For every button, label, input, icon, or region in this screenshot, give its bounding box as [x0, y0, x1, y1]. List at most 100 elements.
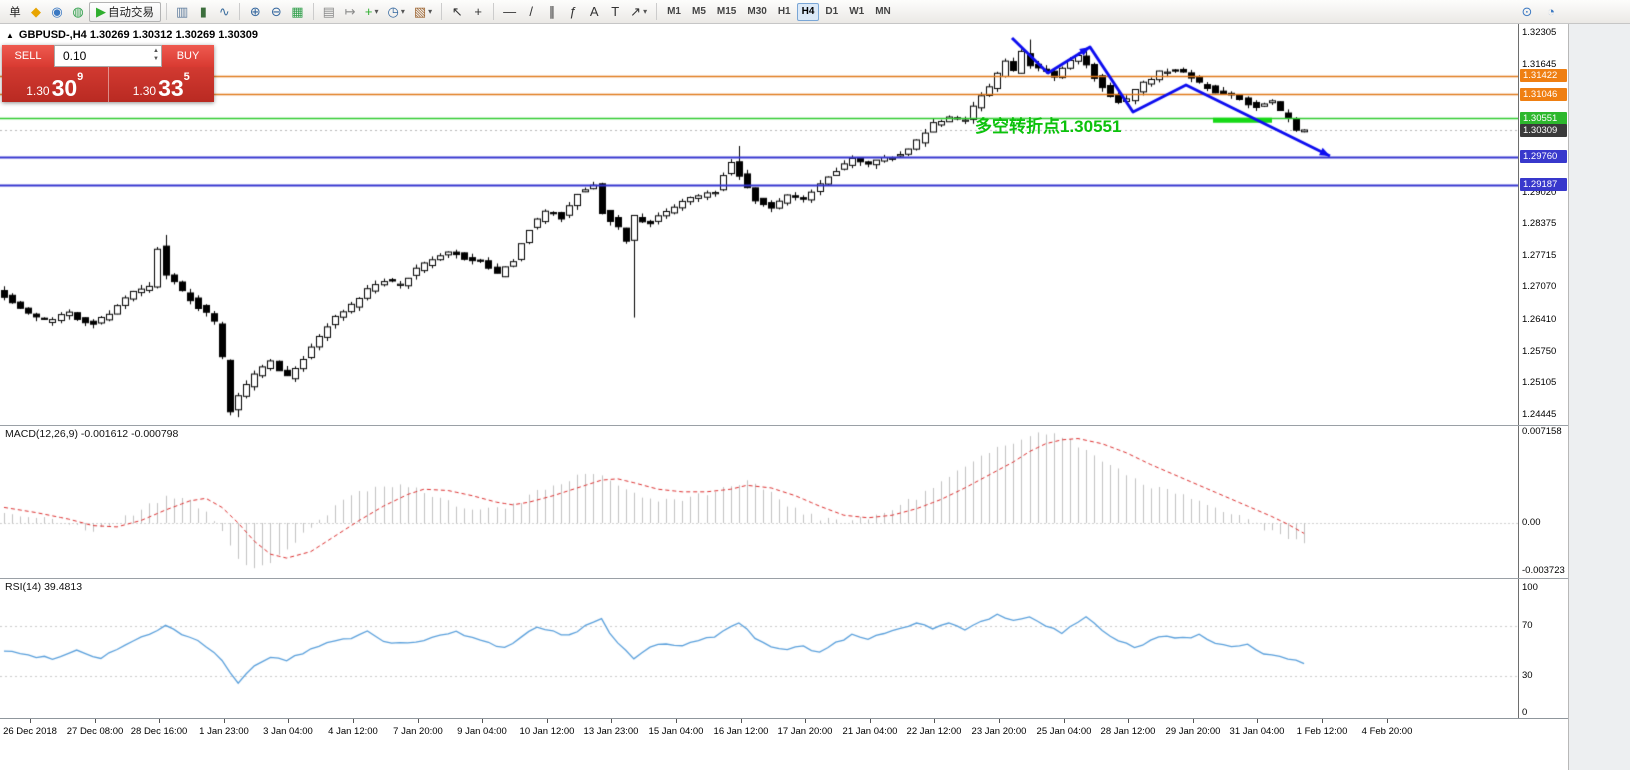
- buy-price-sup: 5: [183, 71, 190, 83]
- new-chart-button[interactable]: + ▾: [361, 2, 383, 22]
- equidistant-channel-icon: ∥: [548, 4, 556, 19]
- price-chart-canvas[interactable]: [0, 24, 1518, 425]
- community-button[interactable]: ◍: [68, 2, 88, 22]
- toolbar-separator: [166, 3, 167, 20]
- timeframe-m5-button[interactable]: M5: [692, 6, 706, 17]
- volume-up-icon[interactable]: ▲: [153, 48, 159, 54]
- volume-down-icon[interactable]: ▼: [153, 56, 159, 62]
- buy-price-big: 33: [158, 75, 184, 101]
- trendline-icon: /: [529, 4, 533, 19]
- equidistant-channel-button[interactable]: ∥: [542, 2, 562, 22]
- rsi-axis-scale[interactable]: 100 70 30 0: [1518, 578, 1568, 718]
- timeframe-d1-button[interactable]: D1: [825, 6, 839, 17]
- time-axis-label: 17 Jan 20:00: [777, 726, 833, 737]
- timeframe-m15-button[interactable]: M15: [716, 6, 737, 17]
- fibonacci-button[interactable]: ƒ: [563, 2, 583, 22]
- time-axis[interactable]: 26 Dec 2018 27 Dec 08:00 28 Dec 16:00 1 Jan…: [0, 718, 1568, 770]
- toolbar-separator: [312, 3, 314, 20]
- time-axis-tick: [1193, 719, 1194, 723]
- timeframe-m30-button[interactable]: M30: [747, 6, 767, 17]
- new-order-button[interactable]: 单: [5, 2, 25, 22]
- time-axis-label: 4 Jan 12:00: [328, 726, 378, 737]
- time-axis-tick: [418, 719, 419, 723]
- zoom-in-icon: ⊕: [249, 4, 261, 19]
- timeframe-h1-button[interactable]: H1: [777, 6, 791, 17]
- cursor-button[interactable]: ↖: [447, 2, 467, 22]
- price-level-badge: 1.30551: [1520, 111, 1567, 125]
- chart-shift-button[interactable]: ↦: [340, 2, 360, 22]
- timeframe-w1-button[interactable]: W1: [849, 6, 865, 17]
- toolbar-separator: [239, 3, 241, 20]
- text-button[interactable]: A: [584, 2, 604, 22]
- volume-input[interactable]: 0.10 ▲ ▼: [54, 45, 162, 67]
- time-axis-label: 15 Jan 04:00: [648, 726, 704, 737]
- sell-price-prefix: 1.30: [26, 84, 50, 98]
- rsi-indicator-panel: 100 70 30 0 RSI(14) 39.4813: [0, 578, 1568, 718]
- buy-price-button[interactable]: 1.30 33 5: [108, 67, 214, 102]
- symbol-info: ▲ GBPUSD-,H4 1.30269 1.30312 1.30269 1.3…: [6, 29, 258, 41]
- dropdown-caret-icon: ▾: [428, 7, 433, 16]
- sell-price-button[interactable]: 1.30 30 9: [2, 67, 109, 102]
- autotrade-button-label: 自动交易: [108, 6, 154, 19]
- time-axis-tick: [95, 719, 96, 723]
- timeframe-m1-button[interactable]: M1: [667, 6, 681, 17]
- line-chart-button[interactable]: ∿: [214, 2, 234, 22]
- search-icon: ⊙: [1521, 4, 1533, 19]
- price-chart-panel: 1.32305 1.31645 1.29020 1.28375 1.27715 1.270…: [0, 24, 1568, 425]
- price-level-badge: 1.31422: [1520, 69, 1567, 83]
- mql5-market-button[interactable]: ◆: [26, 2, 46, 22]
- zoom-in-button[interactable]: ⊕: [245, 2, 265, 22]
- price-axis-label: 1.26410: [1522, 313, 1557, 325]
- autotrade-button[interactable]: ▶ 自动交易: [89, 1, 161, 22]
- community-icon: ◍: [72, 4, 84, 19]
- toolbar-separator: [656, 3, 658, 20]
- time-axis-tick: [999, 719, 1000, 723]
- time-axis-label: 1 Jan 23:00: [199, 726, 249, 737]
- profiles-button[interactable]: ◷ ▾: [384, 2, 409, 22]
- community-chat-button[interactable]: ◔: [1541, 2, 1561, 22]
- profile-icon: ◉: [51, 4, 63, 19]
- panel-separator[interactable]: [0, 578, 1568, 579]
- auto-arrange-icon: ▤: [322, 4, 335, 19]
- rsi-canvas[interactable]: [0, 578, 1518, 718]
- sell-button[interactable]: SELL: [2, 45, 54, 67]
- dropdown-caret-icon: ▾: [400, 7, 405, 16]
- auto-arrange-button[interactable]: ▤: [319, 2, 339, 22]
- timeframe-mn-button[interactable]: MN: [875, 6, 891, 17]
- macd-indicator-panel: 0.007158 0.00 -0.003723 MACD(12,26,9) -0.0…: [0, 425, 1568, 578]
- price-axis-scale[interactable]: 1.32305 1.31645 1.29020 1.28375 1.27715 1.270…: [1518, 24, 1568, 425]
- search-button[interactable]: ⊙: [1517, 2, 1537, 22]
- panel-separator[interactable]: [0, 425, 1568, 426]
- rsi-label: RSI(14) 39.4813: [5, 581, 83, 593]
- bar-chart-button[interactable]: ▥: [172, 2, 192, 22]
- time-axis-label: 28 Dec 16:00: [130, 726, 188, 737]
- pivot-annotation-text[interactable]: 多空转折点1.30551: [975, 117, 1122, 136]
- arrows-button[interactable]: ↗ ▾: [626, 2, 651, 22]
- tile-windows-button[interactable]: ▦: [287, 2, 307, 22]
- price-axis-label: 1.31645: [1522, 59, 1557, 71]
- time-axis-label: 22 Jan 12:00: [906, 726, 962, 737]
- buy-button[interactable]: BUY: [162, 45, 214, 67]
- macd-axis-scale[interactable]: 0.007158 0.00 -0.003723: [1518, 425, 1568, 578]
- zoom-out-button[interactable]: ⊖: [266, 2, 286, 22]
- toolbar-separator: [441, 3, 443, 20]
- zoom-out-icon: ⊖: [270, 4, 282, 19]
- arrows-icon: ↗: [630, 4, 642, 19]
- text-label-button[interactable]: T: [605, 2, 625, 22]
- trendline-button[interactable]: /: [521, 2, 541, 22]
- line-chart-icon: ∿: [218, 4, 230, 19]
- profile-button[interactable]: ◉: [47, 2, 67, 22]
- sell-price-big: 30: [51, 75, 78, 101]
- timeframe-h4-button[interactable]: H4: [796, 2, 820, 21]
- current-price-badge: 1.30309: [1520, 123, 1567, 137]
- macd-axis-label: 0.00: [1522, 517, 1541, 528]
- one-click-trading-widget: SELL 0.10 ▲ ▼ BUY 1.30 30 9 1.30: [2, 45, 214, 102]
- templates-button[interactable]: ▧ ▾: [410, 2, 436, 22]
- macd-canvas[interactable]: [0, 425, 1518, 578]
- horizontal-line-button[interactable]: —: [499, 2, 520, 22]
- crosshair-button[interactable]: +: [468, 2, 488, 22]
- candlestick-chart-button[interactable]: ▮: [193, 2, 213, 22]
- time-axis-label: 25 Jan 04:00: [1036, 726, 1092, 737]
- time-axis-tick: [1322, 719, 1323, 723]
